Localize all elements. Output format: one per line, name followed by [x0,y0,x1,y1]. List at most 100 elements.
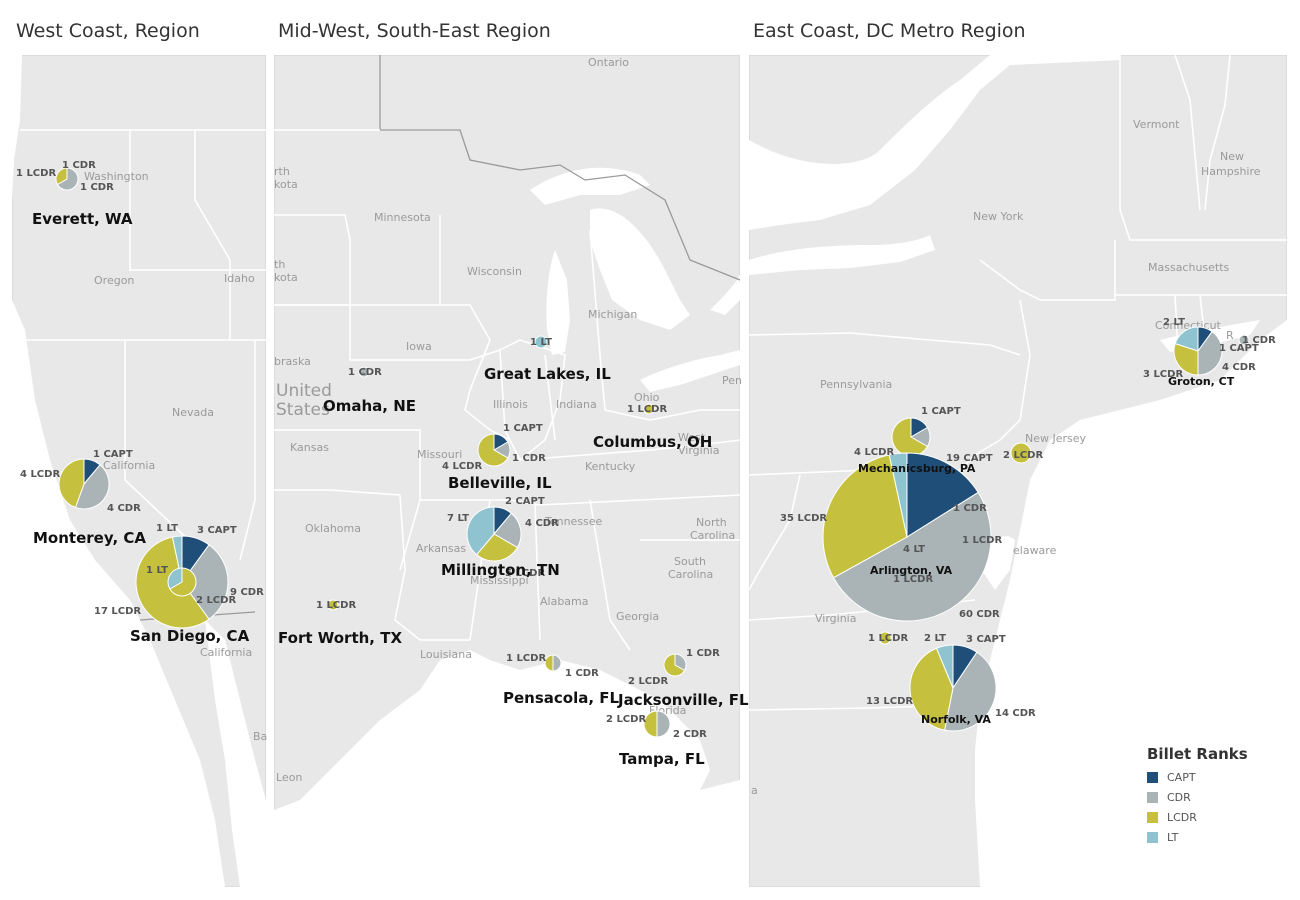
pie-chart[interactable] [466,506,522,562]
geo-label: States [276,400,330,420]
geo-label: Arkansas [416,542,466,555]
pie-chart[interactable] [55,167,79,191]
slice-label: 1 CAPT [921,406,961,417]
pie-slice-lcdr[interactable] [1010,442,1032,464]
slice-label: 4 LCDR [20,469,60,480]
pie-slice-lcdr[interactable] [475,533,519,562]
pie-chart[interactable] [891,417,931,457]
pie-chart[interactable] [878,631,892,645]
pie-slice-lcdr[interactable] [58,458,85,509]
pie-slice-cdr[interactable] [1238,334,1250,346]
slice-label: 2 CDR [673,729,707,740]
legend-item-cdr[interactable]: CDR [1147,787,1248,807]
pie-slice-lt[interactable] [1174,326,1199,352]
pie-slice-lcdr[interactable] [663,653,686,677]
pie-slice-lcdr[interactable] [327,599,339,611]
pie-chart[interactable] [1173,326,1223,376]
pie-slice-lt[interactable] [534,335,548,349]
pie-chart[interactable] [822,452,992,622]
panel-title-midwest-southeast: Mid-West, South-East Region [278,20,551,42]
pie-layer[interactable] [55,167,1250,738]
pie-slice-capt[interactable] [906,452,979,538]
slice-label: 17 LCDR [94,606,141,617]
city-label-everett: Everett, WA [32,210,133,228]
geo-label: Pen [722,374,742,387]
legend-item-capt[interactable]: CAPT [1147,767,1248,787]
city-label-columbus: Columbus, OH [593,433,712,451]
pie-slice-lcdr[interactable] [891,417,929,457]
legend-item-lt[interactable]: LT [1147,827,1248,847]
geo-label: a [751,784,758,797]
pie-slice-cdr[interactable] [358,366,370,378]
pie-slice-cdr[interactable] [552,654,562,672]
city-label-fort-worth: Fort Worth, TX [278,629,402,647]
pie-slice-lt[interactable] [935,644,954,689]
pie-chart[interactable] [544,654,562,672]
pie-slice-cdr[interactable] [944,651,997,732]
geo-label: braska [274,355,311,368]
geo-label: Vermont [1133,118,1180,131]
slice-label: 1 CDR [686,648,720,659]
pie-slice-cdr[interactable] [181,544,229,620]
legend-label: CAPT [1167,770,1196,784]
slice-label: 2 CAPT [505,496,545,507]
pie-chart[interactable] [167,567,197,597]
legend-item-lcdr[interactable]: LCDR [1147,807,1248,827]
pie-chart[interactable] [58,458,110,510]
pie-slice-lcdr[interactable] [909,647,954,731]
slice-label: 1 CDR [1242,335,1276,346]
geo-label: Michigan [588,308,637,321]
geo-label: West [678,431,706,444]
pie-slice-cdr[interactable] [1197,330,1223,376]
pie-slice-cdr[interactable] [74,464,110,510]
pie-slice-lcdr[interactable] [544,654,554,672]
pie-slice-lcdr[interactable] [1173,342,1199,376]
pie-chart[interactable] [358,366,370,378]
pie-chart[interactable] [643,403,655,415]
pie-slice-lcdr[interactable] [477,433,509,467]
pie-chart[interactable] [909,644,997,732]
map-west-coast[interactable] [12,55,266,887]
slice-label: 1 CAPT [93,449,133,460]
pie-chart[interactable] [1010,442,1032,464]
pie-slice-lcdr[interactable] [169,567,197,597]
slice-label: 2 LCDR [628,676,668,687]
geo-label: Kansas [290,441,329,454]
pie-slice-lt[interactable] [466,506,495,556]
slice-label: 4 CDR [525,518,559,529]
pie-chart[interactable] [663,653,687,677]
pie-slice-lcdr[interactable] [643,710,658,738]
pie-slice-cdr[interactable] [56,167,79,191]
geo-label: Massachusetts [1148,261,1230,274]
pie-chart[interactable] [643,710,671,738]
geo-label: Oregon [94,274,134,287]
pie-slice-lcdr[interactable] [55,167,68,186]
geo-label: Oklahoma [305,522,361,535]
pie-slice-cdr[interactable] [832,491,992,622]
pie-slice-lcdr[interactable] [878,631,892,645]
slice-label: 1 CDR [62,160,96,171]
slice-label: 2 LCDR [196,595,236,606]
slice-label: 1 LCDR [506,653,546,664]
geo-label: kota [274,178,298,191]
slice-label: 1 LCDR [16,168,56,179]
pie-slice-lcdr[interactable] [822,454,908,579]
map-east-coast[interactable] [749,55,1287,887]
pie-slice-cdr[interactable] [493,512,522,549]
city-label-belleville: Belleville, IL [448,474,552,492]
slice-label: 4 CDR [1222,362,1256,373]
geo-label: Carolina [668,568,713,581]
slice-label: 1 LCDR [316,600,356,611]
pie-slice-lt[interactable] [167,567,183,590]
geo-label: Nevada [172,406,214,419]
geo-label: Ba [253,730,267,743]
city-label-norfolk: Norfolk, VA [921,713,991,726]
pie-slice-lcdr[interactable] [643,403,655,415]
pie-chart[interactable] [534,335,548,349]
pie-slice-cdr[interactable] [656,710,671,738]
pie-chart[interactable] [327,599,339,611]
pie-chart[interactable] [1238,334,1250,346]
pie-chart[interactable] [477,433,511,467]
pie-slice-lt[interactable] [888,452,908,538]
geo-label: Tennessee [544,515,603,528]
